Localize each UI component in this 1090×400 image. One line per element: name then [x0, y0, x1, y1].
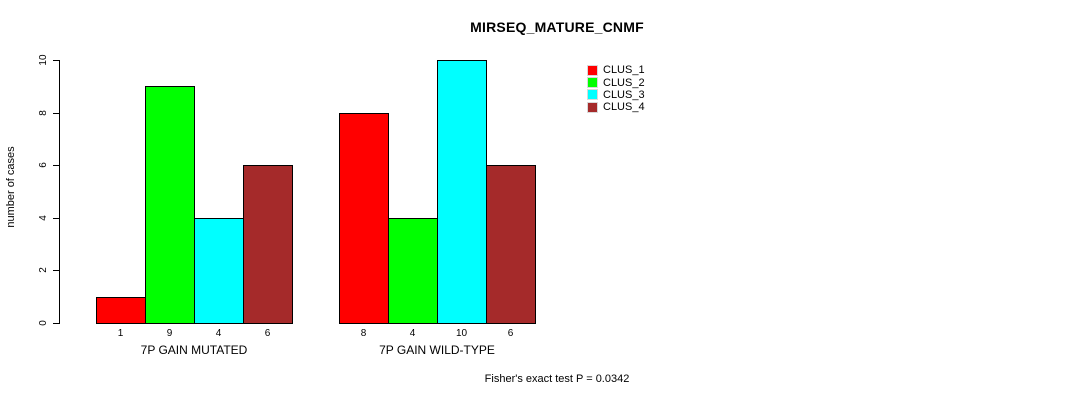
bar-clus_4-group2	[486, 165, 536, 324]
x-axis-group-label: 7P GAIN WILD-TYPE	[379, 343, 495, 357]
y-axis-tick-label: 8	[38, 110, 49, 116]
legend: CLUS_1 CLUS_2 CLUS_3 CLUS_4	[587, 64, 645, 114]
legend-item: CLUS_4	[587, 101, 645, 113]
y-axis-tick	[53, 165, 59, 166]
bar-value-label: 1	[117, 328, 124, 339]
bar-clus_3-group2	[437, 60, 487, 324]
y-axis-tick-label: 10	[38, 54, 49, 66]
y-axis-tick-label: 0	[38, 320, 49, 326]
y-axis-tick-label: 6	[38, 162, 49, 168]
y-axis-tick	[53, 60, 59, 61]
bar-clus_1-group2	[339, 113, 389, 324]
bar-clus_3-group1	[194, 218, 244, 324]
footer-note: Fisher's exact test P = 0.0342	[484, 373, 630, 385]
legend-label: CLUS_3	[603, 88, 645, 101]
y-axis-tick	[53, 218, 59, 219]
bar-value-label: 9	[166, 328, 173, 339]
bar-clus_4-group1	[243, 165, 293, 324]
bar-clus_2-group1	[145, 86, 195, 324]
bar-value-label: 8	[360, 328, 367, 339]
bar-value-label: 10	[455, 328, 468, 339]
x-axis-group-label: 7P GAIN MUTATED	[140, 343, 248, 357]
legend-swatch-clus_1	[587, 64, 598, 76]
y-axis-tick-label: 2	[38, 267, 49, 273]
y-axis-tick	[53, 113, 59, 114]
bar-value-label: 4	[409, 328, 416, 339]
legend-label: CLUS_1	[603, 64, 645, 77]
y-axis-tick	[53, 323, 59, 324]
legend-label: CLUS_2	[603, 76, 645, 89]
chart-title: MIRSEQ_MATURE_CNMF	[470, 19, 644, 35]
legend-swatch-clus_2	[587, 77, 598, 89]
y-axis-tick	[53, 270, 59, 271]
bar-clus_1-group1	[96, 297, 146, 324]
legend-item: CLUS_2	[587, 76, 645, 89]
legend-item: CLUS_1	[587, 64, 645, 76]
bar-value-label: 4	[215, 328, 222, 339]
bar-clus_2-group2	[388, 218, 438, 324]
y-axis-tick-label: 4	[38, 215, 49, 221]
bar-value-label: 6	[507, 328, 514, 339]
legend-swatch-clus_3	[587, 89, 598, 101]
legend-label: CLUS_4	[603, 101, 645, 114]
legend-swatch-clus_4	[587, 101, 598, 113]
y-axis-line	[59, 60, 60, 324]
bar-value-label: 6	[264, 328, 271, 339]
legend-item: CLUS_3	[587, 89, 645, 101]
